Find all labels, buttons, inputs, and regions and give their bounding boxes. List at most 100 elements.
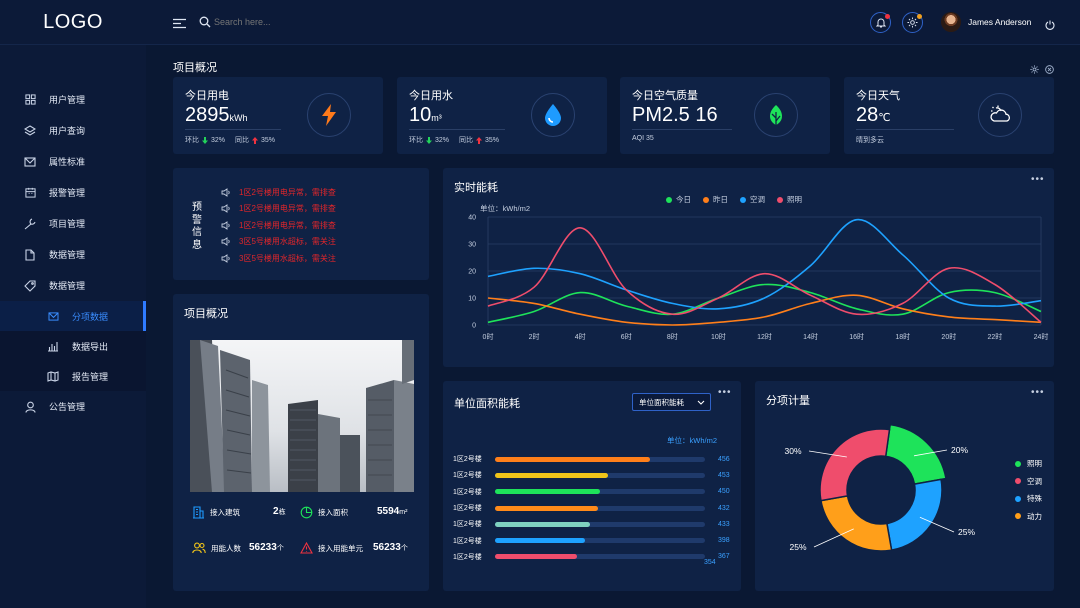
stat-title: 今日用电 — [185, 90, 229, 102]
series-line — [487, 218, 1042, 310]
compare-label: 同比 — [235, 137, 250, 144]
alerts-title: 预警信息 — [192, 202, 202, 251]
pie-label: 25% — [789, 542, 806, 552]
logo[interactable]: LOGO — [0, 0, 146, 45]
legend-dot — [740, 196, 746, 203]
sidebar-item-alarm-management[interactable]: 报警管理 — [0, 177, 146, 208]
legend-label: 昨日 — [713, 195, 728, 204]
speaker-icon — [221, 237, 230, 247]
bar-value: 456 — [718, 455, 730, 463]
sidebar-item-user-management[interactable]: 用户管理 — [0, 84, 146, 115]
compare-value: 35% — [261, 136, 276, 144]
pie-legend-item[interactable]: 空调 — [1015, 473, 1042, 491]
notification-button[interactable] — [870, 12, 891, 33]
bar-track — [495, 505, 705, 511]
menu-toggle-icon[interactable] — [173, 16, 186, 34]
x-tick-label: 22时 — [988, 332, 1003, 341]
user-icon — [24, 401, 36, 413]
stat-unit: kWh — [229, 113, 248, 123]
compare-label: 环比 — [185, 137, 199, 144]
speaker-icon — [221, 187, 230, 197]
area-energy-title: 单位面积能耗 — [454, 398, 520, 410]
arrow-down-icon — [202, 136, 208, 144]
legend-item[interactable]: 昨日 — [703, 194, 728, 205]
project-row-label: 接入建筑 — [210, 508, 240, 517]
pie-legend-item[interactable]: 照明 — [1015, 455, 1042, 473]
settings-button[interactable] — [902, 12, 923, 33]
breakdown-card: 分项计量 ••• 20% 25% 25% 30% 照明 空调 特殊 动力 — [755, 381, 1054, 591]
sidebar-item-data-management[interactable]: 数据管理 — [0, 239, 146, 270]
compare-value: 32% — [211, 136, 226, 144]
alert-text: 3区5号楼用水超标，需关注 — [239, 237, 336, 247]
legend-label: 动力 — [1027, 511, 1042, 521]
sidebar-item-report-management[interactable]: 报告管理 — [0, 361, 146, 391]
mail-icon — [24, 156, 36, 168]
stat-title: 今日天气 — [856, 90, 900, 102]
sidebar-item-attribute-standard[interactable]: 属性标准 — [0, 146, 146, 177]
bar-extra-value: 354 — [704, 559, 716, 566]
mail-icon — [47, 310, 59, 322]
legend-label: 今日 — [676, 195, 691, 204]
y-tick-label: 20 — [468, 269, 476, 276]
energy-type-select[interactable]: 单位面积能耗 — [632, 393, 711, 411]
alert-item[interactable]: 3区5号楼用水超标，需关注 — [221, 234, 336, 251]
legend-dot — [666, 196, 672, 203]
sidebar-item-user-query[interactable]: 用户查询 — [0, 115, 146, 146]
unit: 个 — [276, 545, 284, 552]
avatar[interactable] — [941, 12, 961, 32]
stat-value-group: 10 m³ — [409, 104, 442, 127]
alert-item[interactable]: 3区5号楼用水超标，需关注 — [221, 250, 336, 267]
realtime-line-chart: 0 10 20 30 40 0时 2时 4时 6时 8时 10时 12时 14时 16时 18时 20时 22时… — [468, 215, 1048, 342]
alert-item[interactable]: 1区2号楼用电异常，需排查 — [221, 184, 336, 201]
compare-label: 同比 — [459, 137, 474, 144]
pie-slice — [820, 495, 893, 552]
sidebar-item-project-management[interactable]: 项目管理 — [0, 208, 146, 239]
bar-row: 1区2号楼 453 — [453, 467, 730, 483]
project-row-value: 2 栋 — [273, 506, 286, 517]
power-icon[interactable] — [1045, 17, 1055, 35]
sidebar-item-itemized-data[interactable]: 分项数据 — [0, 301, 146, 331]
bar-label: 1区2号楼 — [453, 521, 482, 529]
alert-item[interactable]: 1区2号楼用电异常，需排查 — [221, 201, 336, 218]
pie-legend-item[interactable]: 动力 — [1015, 508, 1042, 526]
legend-item[interactable]: 空调 — [740, 194, 765, 205]
user-name[interactable]: James Anderson — [968, 17, 1032, 27]
settings-badge — [917, 14, 922, 19]
bar-value: 367 — [718, 553, 730, 561]
calendar-icon — [24, 187, 36, 199]
more-icon[interactable]: ••• — [1031, 387, 1045, 398]
sidebar-item-label: 公告管理 — [49, 402, 86, 412]
more-icon[interactable]: ••• — [718, 387, 732, 398]
search-icon[interactable] — [199, 15, 211, 33]
bar-fill — [495, 489, 600, 495]
stat-card-electricity: 今日用电 2895 kWh 环比 32% 同比 35% — [173, 77, 383, 154]
project-row: 接入面积 — [300, 506, 348, 519]
sidebar-item-data-management-2[interactable]: 数据管理 — [0, 270, 146, 301]
search-input[interactable] — [214, 14, 394, 29]
legend-item[interactable]: 照明 — [777, 194, 802, 205]
project-card-title: 项目概况 — [184, 308, 228, 320]
legend-dot — [1015, 513, 1021, 520]
stat-value-group: 2895 kWh — [185, 104, 248, 127]
stat-unit: ℃ — [878, 112, 891, 124]
gear-icon[interactable] — [1030, 61, 1039, 79]
alerts-card: 预警信息 1区2号楼用电异常，需排查 1区2号楼用电异常，需排查 1区2号楼用电… — [173, 168, 429, 280]
compare-label: 环比 — [409, 137, 423, 144]
arrow-up-icon — [252, 136, 259, 144]
x-tick-label: 16时 — [849, 332, 864, 341]
series-line — [487, 283, 1042, 324]
divider — [409, 129, 505, 130]
value: 56233 — [249, 542, 277, 553]
stat-card-air-quality: 今日空气质量 PM2.5 16 AQI 35 — [620, 77, 830, 154]
more-icon[interactable]: ••• — [1031, 174, 1045, 185]
sidebar-item-announcement[interactable]: 公告管理 — [0, 391, 146, 422]
alert-item[interactable]: 1区2号楼用电异常，需排查 — [221, 217, 336, 234]
pie-label: 30% — [784, 446, 801, 456]
pie-leader-line — [919, 516, 955, 533]
bar-track — [495, 472, 705, 478]
legend-item[interactable]: 今日 — [666, 194, 691, 205]
sidebar-item-label: 分项数据 — [72, 311, 109, 322]
pie-legend-item[interactable]: 特殊 — [1015, 490, 1042, 508]
sidebar-item-data-export[interactable]: 数据导出 — [0, 331, 146, 361]
close-icon[interactable] — [1045, 61, 1054, 79]
